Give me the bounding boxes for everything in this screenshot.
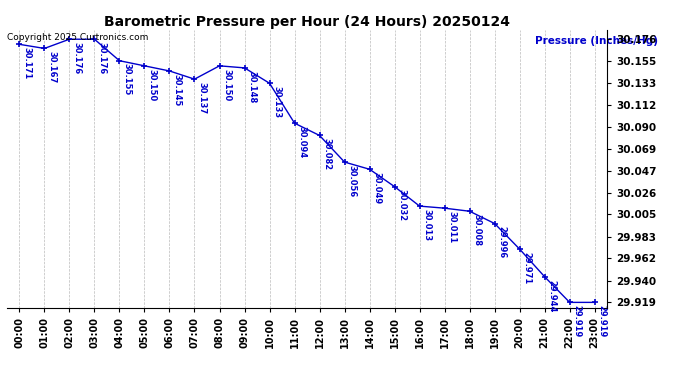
Text: 30.155: 30.155: [122, 63, 131, 96]
Text: 29.996: 29.996: [497, 226, 506, 258]
Text: 29.919: 29.919: [573, 305, 582, 338]
Text: 30.008: 30.008: [473, 214, 482, 246]
Text: 30.145: 30.145: [172, 74, 181, 106]
Text: 30.150: 30.150: [147, 69, 156, 101]
Text: 30.137: 30.137: [197, 82, 206, 114]
Text: 30.171: 30.171: [22, 47, 31, 80]
Text: 29.919: 29.919: [598, 305, 607, 338]
Text: 30.082: 30.082: [322, 138, 331, 170]
Text: Pressure (Inches/Hg): Pressure (Inches/Hg): [535, 36, 658, 45]
Text: 30.011: 30.011: [447, 211, 456, 243]
Text: 29.944: 29.944: [547, 279, 556, 312]
Text: 30.176: 30.176: [97, 42, 106, 74]
Text: 30.176: 30.176: [72, 42, 81, 74]
Text: 30.133: 30.133: [273, 86, 282, 118]
Text: 30.049: 30.049: [373, 172, 382, 204]
Text: 30.056: 30.056: [347, 165, 356, 197]
Text: 30.167: 30.167: [47, 51, 56, 84]
Text: 30.032: 30.032: [397, 189, 406, 222]
Text: 29.971: 29.971: [522, 252, 531, 284]
Title: Barometric Pressure per Hour (24 Hours) 20250124: Barometric Pressure per Hour (24 Hours) …: [104, 15, 510, 29]
Text: Copyright 2025 Curtronics.com: Copyright 2025 Curtronics.com: [7, 33, 148, 42]
Text: 30.150: 30.150: [222, 69, 231, 101]
Text: 30.013: 30.013: [422, 209, 431, 241]
Text: 30.148: 30.148: [247, 70, 256, 103]
Text: 30.094: 30.094: [297, 126, 306, 158]
